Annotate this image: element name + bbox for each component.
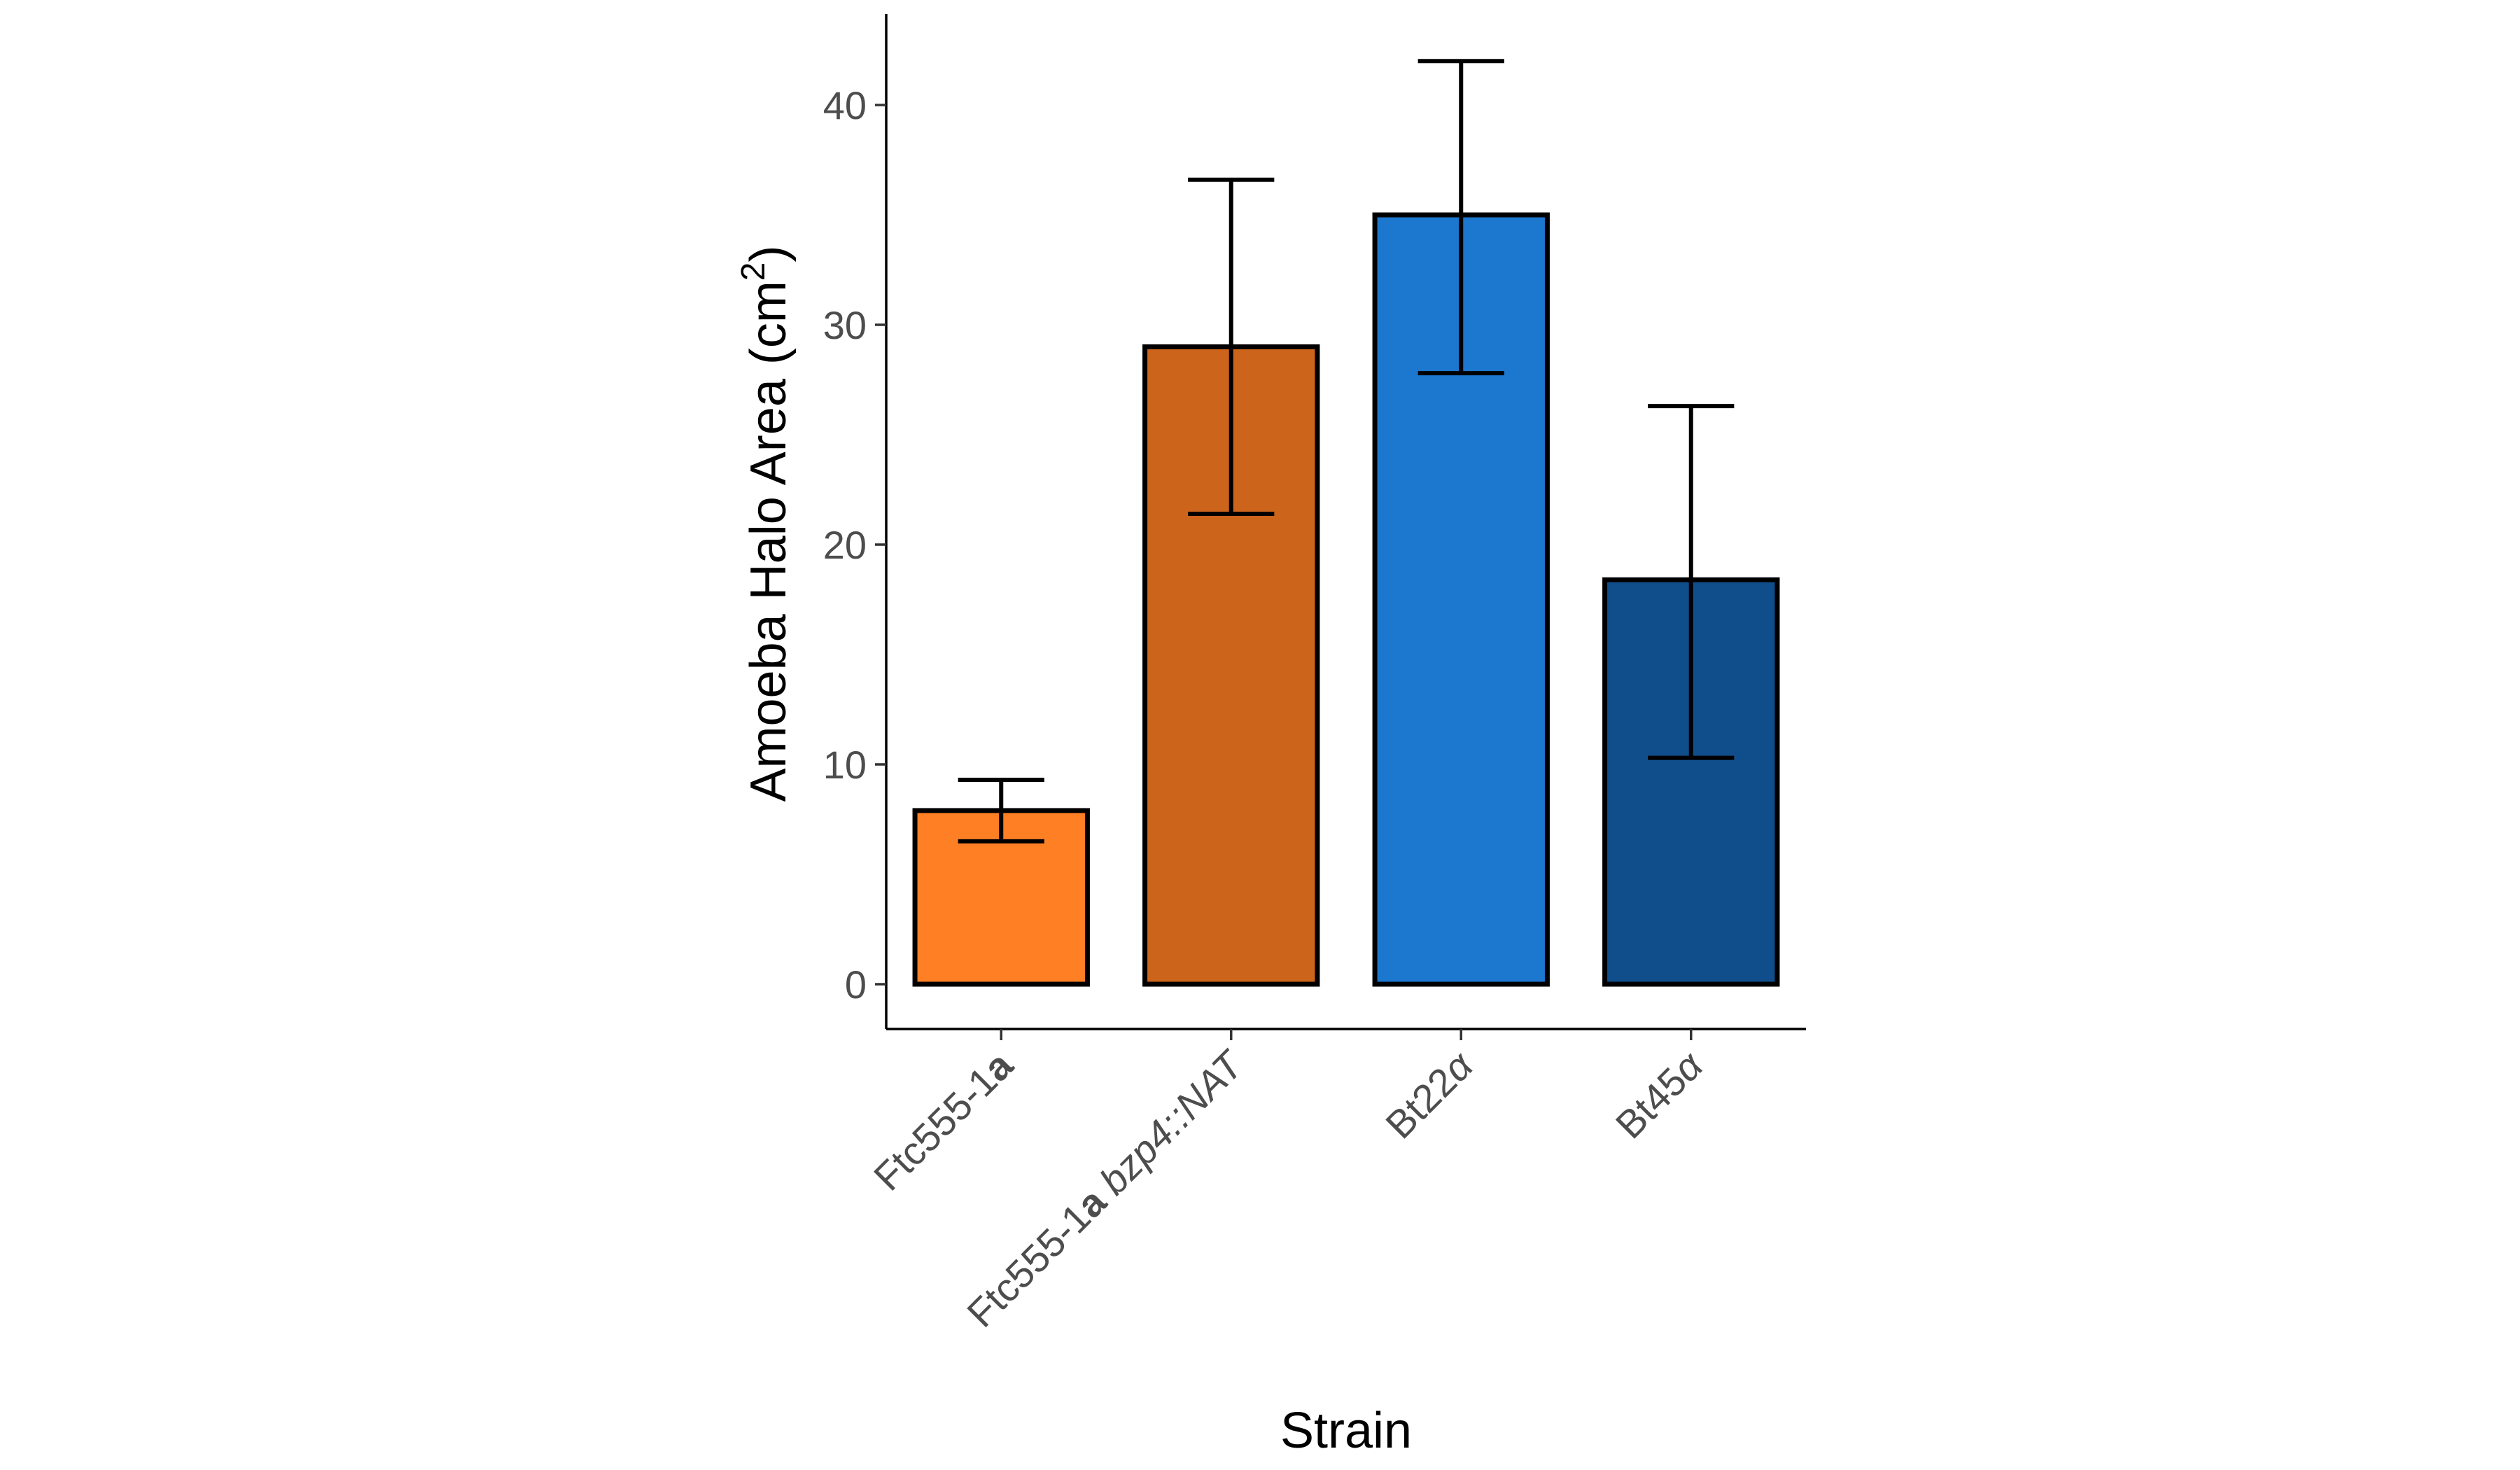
bar <box>1602 577 1780 987</box>
y-ticks-group: 0 10 20 30 40 <box>823 83 886 1007</box>
error-bars-group <box>958 59 1735 844</box>
y-axis-title: Amoeba Halo Area (cm2) <box>735 245 797 802</box>
y-tick-label: 0 <box>845 962 867 1007</box>
x-tick-label: Bt45α <box>1607 1042 1712 1147</box>
x-tick-label-part: bzp4::NAT <box>1091 1041 1253 1203</box>
bars-group <box>912 212 1780 987</box>
x-tick-label: Bt22α <box>1377 1042 1482 1147</box>
x-axis-title: Strain <box>1280 1403 1412 1459</box>
y-tick-label: 30 <box>823 303 867 347</box>
x-tick-label-part: Ftc555-1 <box>865 1058 1006 1199</box>
x-tick-label-part: Ftc555-1 <box>958 1195 1099 1336</box>
y-axis-title-main: Amoeba Halo Area (cm <box>741 281 797 802</box>
y-tick-label: 40 <box>823 83 867 127</box>
y-axis-title-close: ) <box>741 245 797 262</box>
axes-group <box>885 14 1806 1030</box>
x-tick-label: Ftc555-1a <box>865 1042 1021 1198</box>
y-tick-label: 10 <box>823 743 867 787</box>
y-axis-title-superscript: 2 <box>735 262 772 281</box>
y-tick-label: 20 <box>823 523 867 567</box>
